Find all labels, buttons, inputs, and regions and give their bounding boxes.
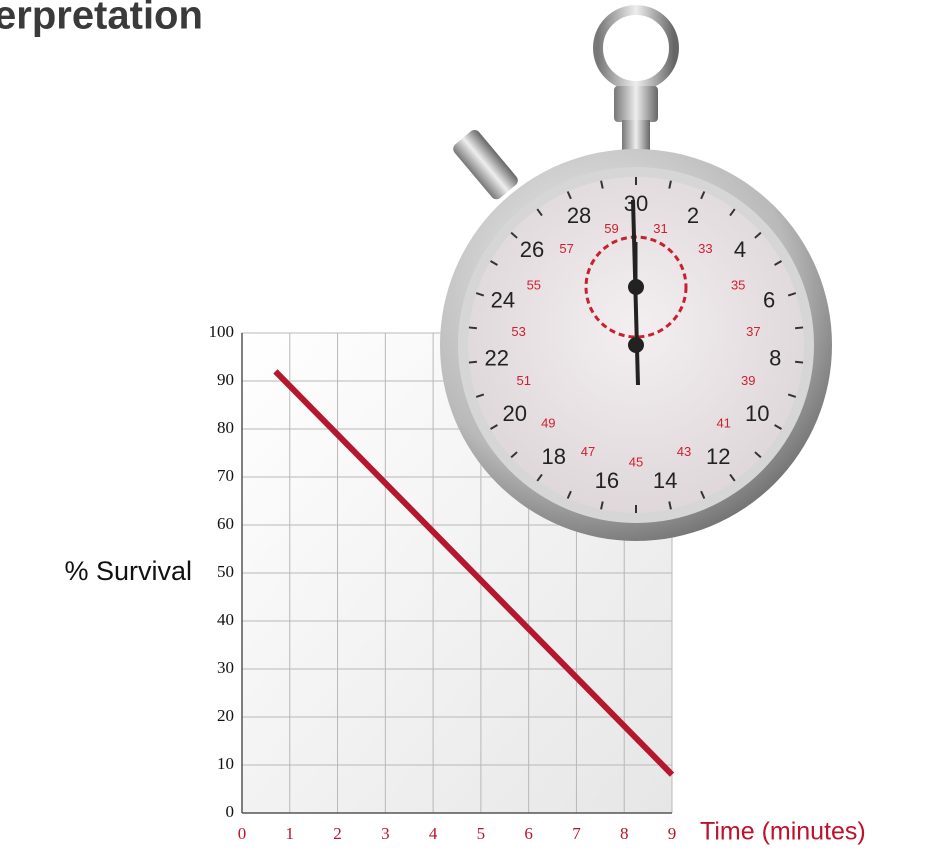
dial-number: 24 [491,288,515,313]
dial-tick [536,473,543,482]
dial-tick [510,231,518,239]
dial-number: 37 [746,324,760,339]
dial-number: 53 [511,324,525,339]
dial-tick [475,393,485,398]
dial-number: 47 [581,444,595,459]
watch-button [453,129,518,200]
x-tick-label: 8 [620,824,629,843]
dial-number: 14 [653,468,677,493]
dial-number: 33 [698,241,712,256]
dial-tick [566,191,572,200]
dial-tick [668,501,672,510]
dial-number: 28 [567,203,591,228]
dial-tick [600,180,604,189]
x-tick-label: 4 [429,824,438,843]
dial-tick [566,490,572,499]
y-tick-label: 70 [217,466,234,485]
dial-number: 6 [763,288,775,313]
dial-number: 45 [629,454,643,469]
dial-tick [787,292,797,297]
y-tick-label: 40 [217,610,234,629]
dial-number: 20 [503,401,527,426]
dial-tick [754,451,762,459]
dial-number: 8 [769,345,781,370]
dial-tick [475,292,485,297]
x-tick-label: 1 [286,824,295,843]
dial-number: 4 [734,237,746,262]
watch-crown [614,86,658,122]
y-tick-label: 100 [209,322,235,341]
data-line [273,369,675,777]
y-tick-label: 30 [217,658,234,677]
dial-number: 30 [624,191,648,216]
x-tick-label: 9 [668,824,677,843]
x-tick-label: 2 [333,824,342,843]
x-tick-label: 6 [524,824,533,843]
dial-number: 22 [485,345,509,370]
dial-number: 59 [604,221,618,236]
dial-tick [774,260,782,266]
dial-number: 41 [716,415,730,430]
hub [628,337,644,353]
dial-tick [774,424,782,430]
dial-number: 39 [741,373,755,388]
y-tick-label: 80 [217,418,234,437]
y-tick-label: 60 [217,514,234,533]
y-tick-label: 50 [217,562,234,581]
dial-tick [787,393,797,398]
dial-tick [700,191,706,200]
dial-number: 16 [595,468,619,493]
dial-tick [795,326,804,330]
x-tick-label: 5 [477,824,486,843]
dial-tick [468,326,477,330]
dial-tick [510,451,518,459]
dial-tick [754,231,762,239]
x-axis-label: Time (minutes) [700,818,866,846]
dial-number: 49 [541,415,555,430]
dial-number: 10 [745,401,769,426]
dial-tick [700,490,706,499]
dial-tick [536,208,543,217]
dial-tick [795,360,804,364]
dial-tick [729,473,736,482]
watch-ring [593,5,679,91]
dial-tick [600,501,604,510]
y-tick-label: 10 [217,754,234,773]
dial-number: 51 [517,373,531,388]
dial-number: 31 [653,221,667,236]
dial-tick [729,208,736,217]
slide-title: erpretation [0,0,203,38]
x-tick-label: 0 [238,824,247,843]
dial-number: 2 [687,203,699,228]
hub [628,279,644,295]
y-tick-label: 0 [226,802,235,821]
dial-number: 26 [520,237,544,262]
y-tick-label: 20 [217,706,234,725]
x-tick-label: 3 [381,824,390,843]
dial-number: 12 [706,444,730,469]
dial-tick [490,260,498,266]
dial-number: 55 [527,277,541,292]
y-tick-label: 90 [217,370,234,389]
x-tick-label: 7 [572,824,581,843]
dial-number: 18 [541,444,565,469]
dial-tick [490,424,498,430]
dial-number: 57 [559,241,573,256]
y-axis-label: % Survival [64,556,192,586]
dial-number: 35 [731,277,745,292]
dial-tick [668,180,672,189]
dial-tick [468,360,477,364]
dial-number: 43 [677,444,691,459]
